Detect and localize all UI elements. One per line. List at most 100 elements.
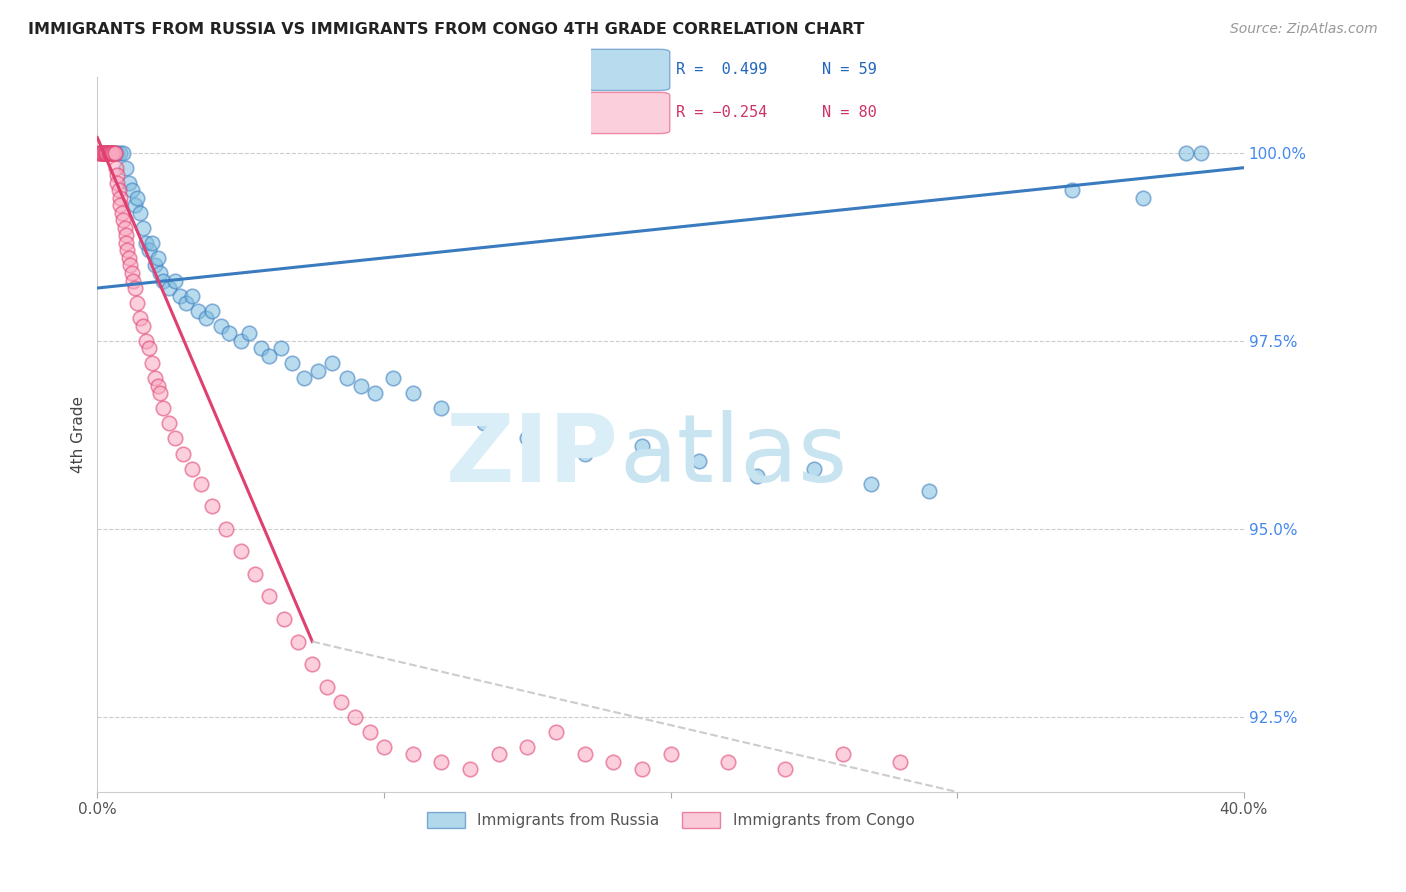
Point (110, 198, 132, 212)
Point (97, 145, 120, 160)
Text: R =  0.499: R = 0.499 (676, 62, 768, 78)
Point (181, 288, 204, 302)
Point (107, 168, 129, 182)
Point (120, 259, 142, 273)
Point (270, 341, 292, 355)
Point (381, 371, 404, 385)
Point (152, 273, 174, 287)
Point (108, 183, 131, 197)
Point (215, 522, 238, 536)
Point (135, 235, 157, 250)
Point (364, 386, 387, 401)
Point (717, 755, 740, 769)
Point (143, 371, 166, 385)
Point (287, 634, 309, 648)
FancyBboxPatch shape (583, 93, 669, 134)
Point (129, 311, 152, 326)
Point (238, 326, 260, 341)
Point (430, 755, 453, 769)
Point (218, 326, 240, 341)
Point (149, 266, 172, 280)
Point (229, 334, 252, 348)
Point (90, 145, 112, 160)
Point (143, 259, 166, 273)
Point (259, 349, 281, 363)
Point (281, 356, 304, 370)
Point (91, 145, 114, 160)
Point (138, 341, 160, 355)
Point (94, 145, 117, 160)
Point (146, 379, 169, 393)
Point (631, 763, 654, 777)
Point (350, 379, 373, 393)
Point (229, 544, 252, 558)
Text: N = 59: N = 59 (821, 62, 876, 78)
Point (516, 739, 538, 754)
Point (121, 266, 143, 280)
Text: R = −0.254: R = −0.254 (676, 105, 768, 120)
Point (544, 724, 567, 739)
Point (129, 206, 152, 220)
Point (122, 273, 145, 287)
Point (574, 446, 596, 460)
Point (90, 145, 112, 160)
Point (157, 417, 180, 431)
Point (330, 695, 353, 709)
Text: Source: ZipAtlas.com: Source: ZipAtlas.com (1230, 22, 1378, 37)
Point (292, 371, 315, 385)
Point (201, 303, 224, 318)
Point (259, 590, 281, 604)
Point (146, 251, 169, 265)
Point (344, 710, 367, 724)
Point (172, 446, 194, 460)
Point (100, 145, 122, 160)
Point (187, 303, 209, 318)
Text: ZIP: ZIP (446, 410, 619, 502)
Point (602, 755, 624, 769)
Point (121, 183, 143, 197)
Point (124, 281, 146, 295)
Point (307, 364, 329, 378)
Point (163, 273, 186, 287)
Point (273, 612, 295, 626)
Point (114, 220, 136, 235)
Point (98, 145, 121, 160)
Point (516, 432, 538, 446)
Point (773, 763, 796, 777)
Text: IMMIGRANTS FROM RUSSIA VS IMMIGRANTS FROM CONGO 4TH GRADE CORRELATION CHART: IMMIGRANTS FROM RUSSIA VS IMMIGRANTS FRO… (28, 22, 865, 37)
Point (1189, 145, 1212, 160)
Point (745, 469, 768, 483)
Point (152, 401, 174, 416)
Point (488, 747, 510, 762)
Point (315, 680, 337, 694)
Text: N = 80: N = 80 (821, 105, 876, 120)
Point (103, 145, 125, 160)
Point (831, 747, 853, 762)
Point (101, 145, 124, 160)
Point (132, 220, 155, 235)
Point (111, 206, 134, 220)
Point (157, 281, 180, 295)
Point (98, 145, 121, 160)
Point (249, 341, 271, 355)
Point (141, 356, 163, 370)
Point (107, 176, 129, 190)
Point (117, 244, 139, 258)
Point (163, 432, 186, 446)
Point (115, 161, 138, 175)
Point (141, 235, 163, 250)
Point (94, 145, 117, 160)
Point (803, 461, 825, 475)
Point (659, 747, 682, 762)
Point (91, 145, 114, 160)
Point (1132, 191, 1154, 205)
Point (100, 145, 122, 160)
Point (127, 296, 149, 310)
Point (1060, 183, 1083, 197)
Point (401, 747, 423, 762)
Point (127, 191, 149, 205)
Point (110, 145, 132, 160)
Legend: Immigrants from Russia, Immigrants from Congo: Immigrants from Russia, Immigrants from … (420, 806, 921, 834)
Point (860, 476, 883, 491)
Point (688, 454, 710, 468)
